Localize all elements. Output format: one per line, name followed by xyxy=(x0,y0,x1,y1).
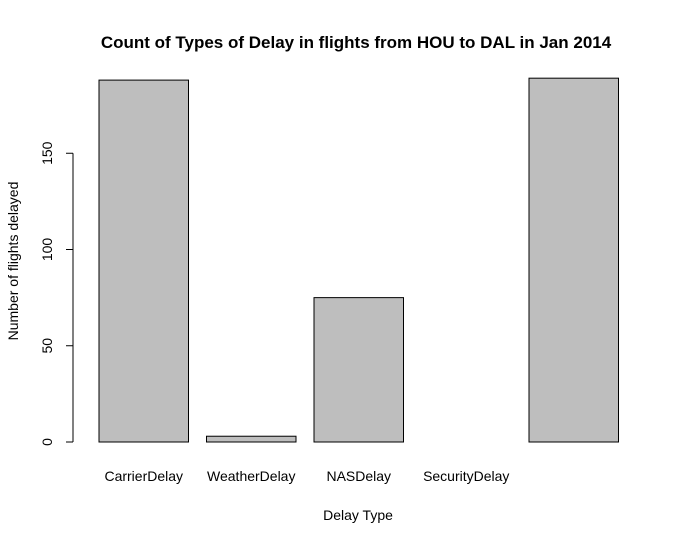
bars-group xyxy=(98,77,619,443)
bar-weatherdelay xyxy=(206,435,297,443)
x-tick-label: WeatherDelay xyxy=(207,468,295,484)
y-tick-label: 0 xyxy=(39,438,55,446)
y-axis: 0 50 100 150 xyxy=(39,141,74,446)
bar-nasdelay xyxy=(313,297,404,443)
x-tick-label: SecurityDelay xyxy=(423,468,509,484)
bar-unlabeled-4 xyxy=(528,77,619,443)
bar-carrierdelay xyxy=(98,79,189,443)
x-axis-label: Delay Type xyxy=(323,507,393,523)
x-tick-label: CarrierDelay xyxy=(104,468,183,484)
y-tick-label: 50 xyxy=(39,338,55,354)
y-tick-label: 150 xyxy=(39,141,55,165)
y-tick-label: 100 xyxy=(39,238,55,262)
chart-title: Count of Types of Delay in flights from … xyxy=(101,33,612,52)
x-tick-labels: CarrierDelay WeatherDelay NASDelay Security… xyxy=(104,468,509,484)
x-tick-label: NASDelay xyxy=(326,468,391,484)
y-axis-label: Number of flights delayed xyxy=(5,182,21,341)
